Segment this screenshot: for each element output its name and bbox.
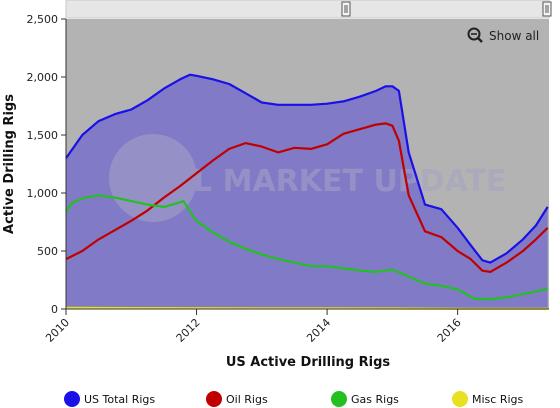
x-axis-title: US Active Drilling Rigs bbox=[226, 355, 391, 370]
y-tick-label: 1,500 bbox=[27, 129, 59, 142]
x-tick-label: 2016 bbox=[435, 316, 464, 345]
legend-swatch bbox=[206, 391, 222, 407]
navigator-right-handle[interactable] bbox=[542, 1, 552, 17]
legend-swatch bbox=[452, 391, 468, 407]
legend-label: Gas Rigs bbox=[351, 393, 399, 406]
show-all-label: Show all bbox=[489, 29, 539, 43]
y-tick-label: 1,000 bbox=[27, 187, 59, 200]
series-line-us-total-rigs bbox=[65, 73, 549, 264]
legend-label: US Total Rigs bbox=[84, 393, 155, 406]
x-tick-label: 2014 bbox=[304, 316, 333, 345]
watermark-text: STEEL MARKET UPDATE bbox=[110, 164, 507, 199]
zoom-out-icon bbox=[467, 27, 483, 43]
x-tick-label: 2010 bbox=[43, 316, 72, 345]
legend-label: Oil Rigs bbox=[226, 393, 268, 406]
y-tick-label: 2,000 bbox=[27, 71, 59, 84]
series-line-oil-rigs bbox=[65, 122, 549, 273]
series-line-gas-rigs bbox=[65, 194, 548, 301]
x-tick-label: 2012 bbox=[174, 316, 203, 345]
y-tick-label: 500 bbox=[37, 245, 58, 258]
legend-item-oil-rigs[interactable]: Oil Rigs bbox=[206, 391, 268, 407]
legend-swatch bbox=[331, 391, 347, 407]
legend-item-gas-rigs[interactable]: Gas Rigs bbox=[331, 391, 399, 407]
legend-item-us-total-rigs[interactable]: US Total Rigs bbox=[64, 391, 155, 407]
legend-item-misc-rigs[interactable]: Misc Rigs bbox=[452, 391, 524, 407]
watermark-logo: STEEL MARKET UPDATE bbox=[109, 134, 507, 222]
legend: US Total Rigs Oil Rigs Gas Rigs Misc Rigs bbox=[64, 391, 524, 407]
legend-swatch bbox=[64, 391, 80, 407]
legend-label: Misc Rigs bbox=[472, 393, 524, 406]
navigator-left-handle[interactable] bbox=[341, 1, 351, 17]
navigator-track[interactable] bbox=[65, 0, 550, 19]
y-tick-label: 2,500 bbox=[27, 13, 59, 26]
us-total-rigs-area bbox=[66, 74, 548, 309]
y-axis-title: Active Drilling Rigs bbox=[2, 94, 17, 234]
show-all-button[interactable]: Show all bbox=[460, 24, 544, 48]
y-tick-label: 0 bbox=[51, 303, 58, 316]
